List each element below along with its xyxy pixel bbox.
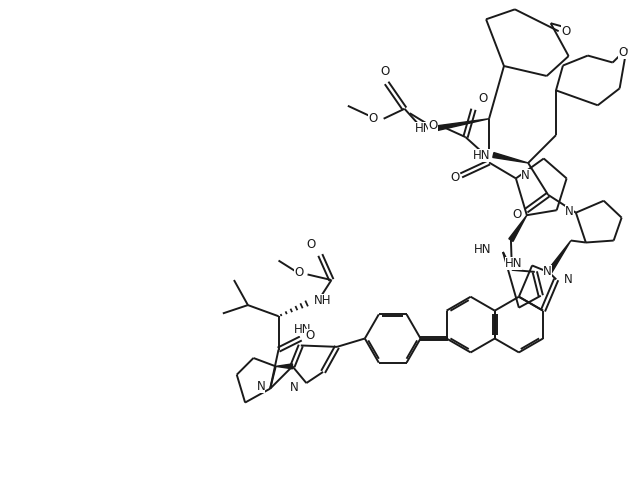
- Polygon shape: [547, 240, 571, 274]
- Text: N: N: [564, 273, 573, 286]
- Text: O: O: [380, 65, 389, 78]
- Text: O: O: [306, 329, 315, 342]
- Text: N: N: [543, 266, 551, 278]
- Text: HN: HN: [473, 148, 491, 162]
- Polygon shape: [276, 364, 292, 369]
- Text: HN: HN: [294, 322, 311, 336]
- Text: HN: HN: [473, 244, 491, 256]
- Text: O: O: [561, 24, 570, 38]
- Text: O: O: [428, 118, 438, 132]
- Text: N: N: [256, 380, 265, 393]
- Text: O: O: [618, 46, 627, 59]
- Text: NH: NH: [314, 294, 332, 307]
- Text: HN: HN: [415, 122, 433, 135]
- Text: N: N: [290, 380, 299, 394]
- Text: HN: HN: [505, 257, 522, 270]
- Text: O: O: [478, 92, 487, 106]
- Polygon shape: [509, 215, 527, 242]
- Text: O: O: [512, 208, 521, 221]
- Polygon shape: [434, 118, 489, 131]
- Text: O: O: [294, 266, 304, 279]
- Text: O: O: [306, 238, 315, 251]
- Text: N: N: [565, 205, 574, 218]
- Text: N: N: [521, 169, 530, 182]
- Text: O: O: [450, 171, 459, 184]
- Polygon shape: [493, 152, 528, 163]
- Text: O: O: [368, 112, 378, 125]
